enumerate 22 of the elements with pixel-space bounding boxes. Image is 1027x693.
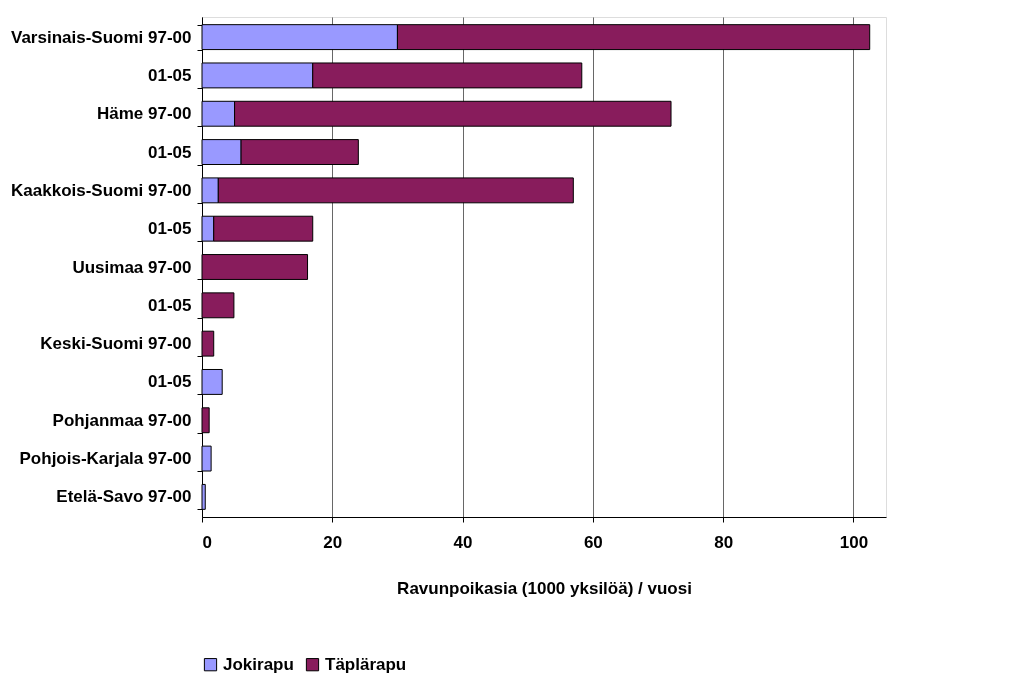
x-tick-label: 100	[839, 532, 869, 552]
y-tick-label: Pohjanmaa 97-00	[52, 410, 192, 430]
y-tick-label: Häme 97-00	[96, 104, 192, 124]
x-tick-label: 20	[323, 532, 343, 552]
y-tick-label: Kaakkois-Suomi 97-00	[11, 180, 192, 200]
legend-label: Täplärapu	[325, 654, 407, 674]
y-tick-label: 01-05	[148, 372, 192, 392]
x-tick-label: 60	[583, 532, 603, 552]
y-tick-label: Pohjois-Karjala 97-00	[19, 449, 192, 469]
y-tick-label: Varsinais-Suomi 97-00	[11, 27, 192, 47]
x-tick-label: 0	[202, 532, 212, 552]
y-tick-label: Etelä-Savo 97-00	[56, 487, 192, 507]
y-tick-label: Uusimaa 97-00	[72, 257, 192, 277]
y-tick-label: Keski-Suomi 97-00	[40, 334, 192, 354]
y-tick-label: 01-05	[148, 295, 192, 315]
y-tick-label: 01-05	[148, 65, 192, 85]
x-tick-label: 40	[453, 532, 473, 552]
y-tick-label: 01-05	[148, 142, 192, 162]
x-axis-title: Ravunpoikasia (1000 yksilöä) / vuosi	[397, 578, 692, 598]
x-tick-label: 80	[714, 532, 734, 552]
legend-label: Jokirapu	[223, 654, 294, 674]
y-tick-label: 01-05	[148, 219, 192, 239]
